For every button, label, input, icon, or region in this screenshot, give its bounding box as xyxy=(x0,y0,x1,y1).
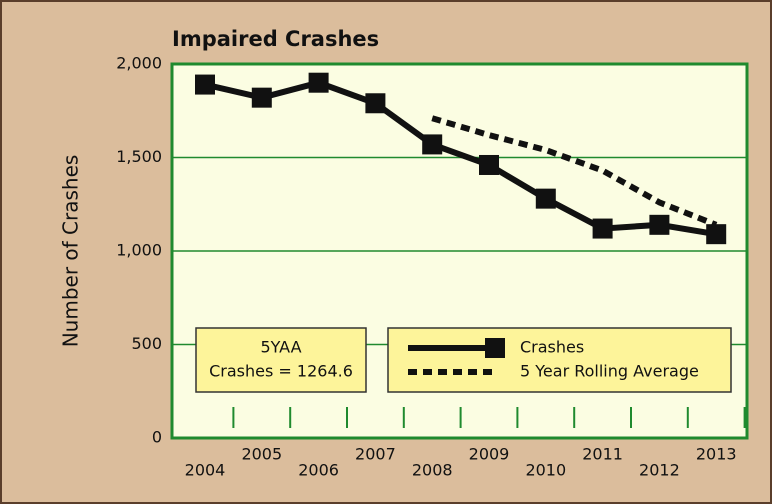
marker xyxy=(251,87,272,108)
legend-marker xyxy=(485,338,505,358)
y-tick-label: 2,000 xyxy=(116,54,162,73)
legend: Crashes 5 Year Rolling Average xyxy=(387,327,732,393)
x-tick-label: 2011 xyxy=(582,445,623,464)
legend-label: Crashes xyxy=(520,338,584,357)
marker xyxy=(195,74,215,95)
marker xyxy=(592,218,613,239)
x-tick-label: 2005 xyxy=(241,445,282,464)
x-tick-label: 2004 xyxy=(185,461,226,480)
series-line xyxy=(204,79,717,238)
marker xyxy=(649,214,670,235)
marker xyxy=(422,134,443,155)
legend-box xyxy=(387,327,732,393)
marker xyxy=(479,154,499,175)
x-tick-label: 2008 xyxy=(412,461,453,480)
y-tick-label: 1,500 xyxy=(116,147,162,166)
x-tick-label: 2009 xyxy=(469,445,510,464)
x-tick-label: 2010 xyxy=(525,461,566,480)
marker xyxy=(706,224,727,245)
x-tick-label: 2007 xyxy=(355,445,396,464)
annotation-title: 5YAA xyxy=(260,338,301,357)
x-tick-label: 2006 xyxy=(298,461,339,480)
y-axis-label: Number of Crashes xyxy=(59,155,83,348)
marker xyxy=(365,93,386,114)
y-tick-label: 0 xyxy=(152,428,162,447)
legend-label: 5 Year Rolling Average xyxy=(520,362,699,381)
annotation-box xyxy=(195,327,367,393)
series-line xyxy=(431,115,718,228)
x-tick-label: 2012 xyxy=(639,461,680,480)
annotation: 5YAA Crashes = 1264.6 xyxy=(195,327,367,393)
x-tick-label: 2013 xyxy=(696,445,737,464)
y-tick-label: 500 xyxy=(131,334,162,353)
marker xyxy=(535,188,556,209)
annotation-text: Crashes = 1264.6 xyxy=(209,362,353,381)
chart-title: Impaired Crashes xyxy=(172,27,379,51)
y-tick-label: 1,000 xyxy=(116,241,162,260)
marker xyxy=(308,72,329,93)
